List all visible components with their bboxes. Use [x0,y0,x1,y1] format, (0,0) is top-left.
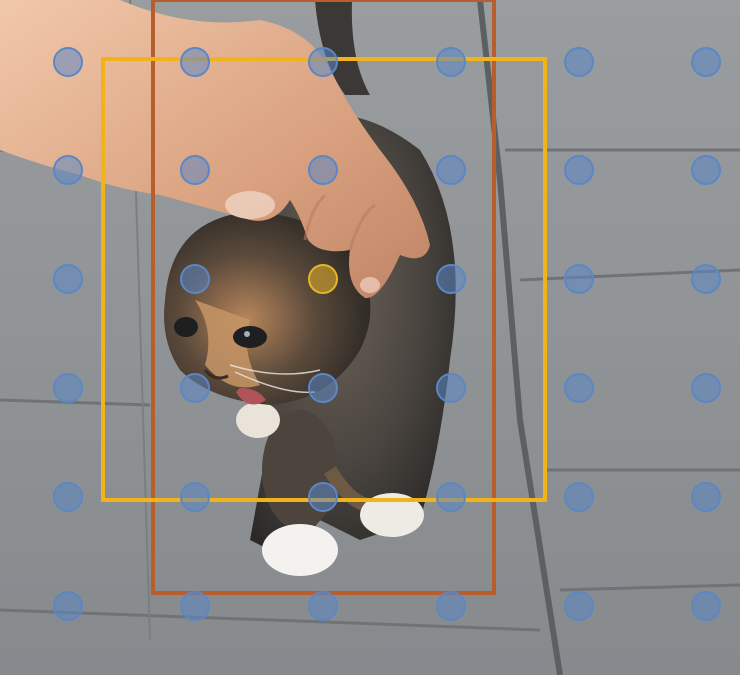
grid-point [564,482,594,512]
grid-point [180,47,210,77]
grid-point [564,155,594,185]
grid-point [691,47,721,77]
grid-point [308,47,338,77]
grid-point [436,373,466,403]
grid-point [691,591,721,621]
grid-point [436,591,466,621]
grid-point [53,47,83,77]
grid-point [180,482,210,512]
grid-point [564,373,594,403]
grid-point [691,264,721,294]
grid-point [180,264,210,294]
grid-point [53,482,83,512]
grid-point [564,47,594,77]
grid-point [436,482,466,512]
grid-point [308,482,338,512]
grid-point [308,373,338,403]
grid-point [308,591,338,621]
grid-point [436,264,466,294]
grid-point [180,591,210,621]
grid-point [564,591,594,621]
grid-point [308,155,338,185]
grid-point [691,373,721,403]
grid-point [53,591,83,621]
grid-point [53,155,83,185]
grid-point [691,155,721,185]
grid-point [436,47,466,77]
grid-points [53,47,721,621]
grid-point [53,373,83,403]
grid-point [436,155,466,185]
grid-point [180,373,210,403]
grid-point-highlighted [308,264,338,294]
grid-point [53,264,83,294]
grid-point [691,482,721,512]
grid-point [180,155,210,185]
grid-point [564,264,594,294]
